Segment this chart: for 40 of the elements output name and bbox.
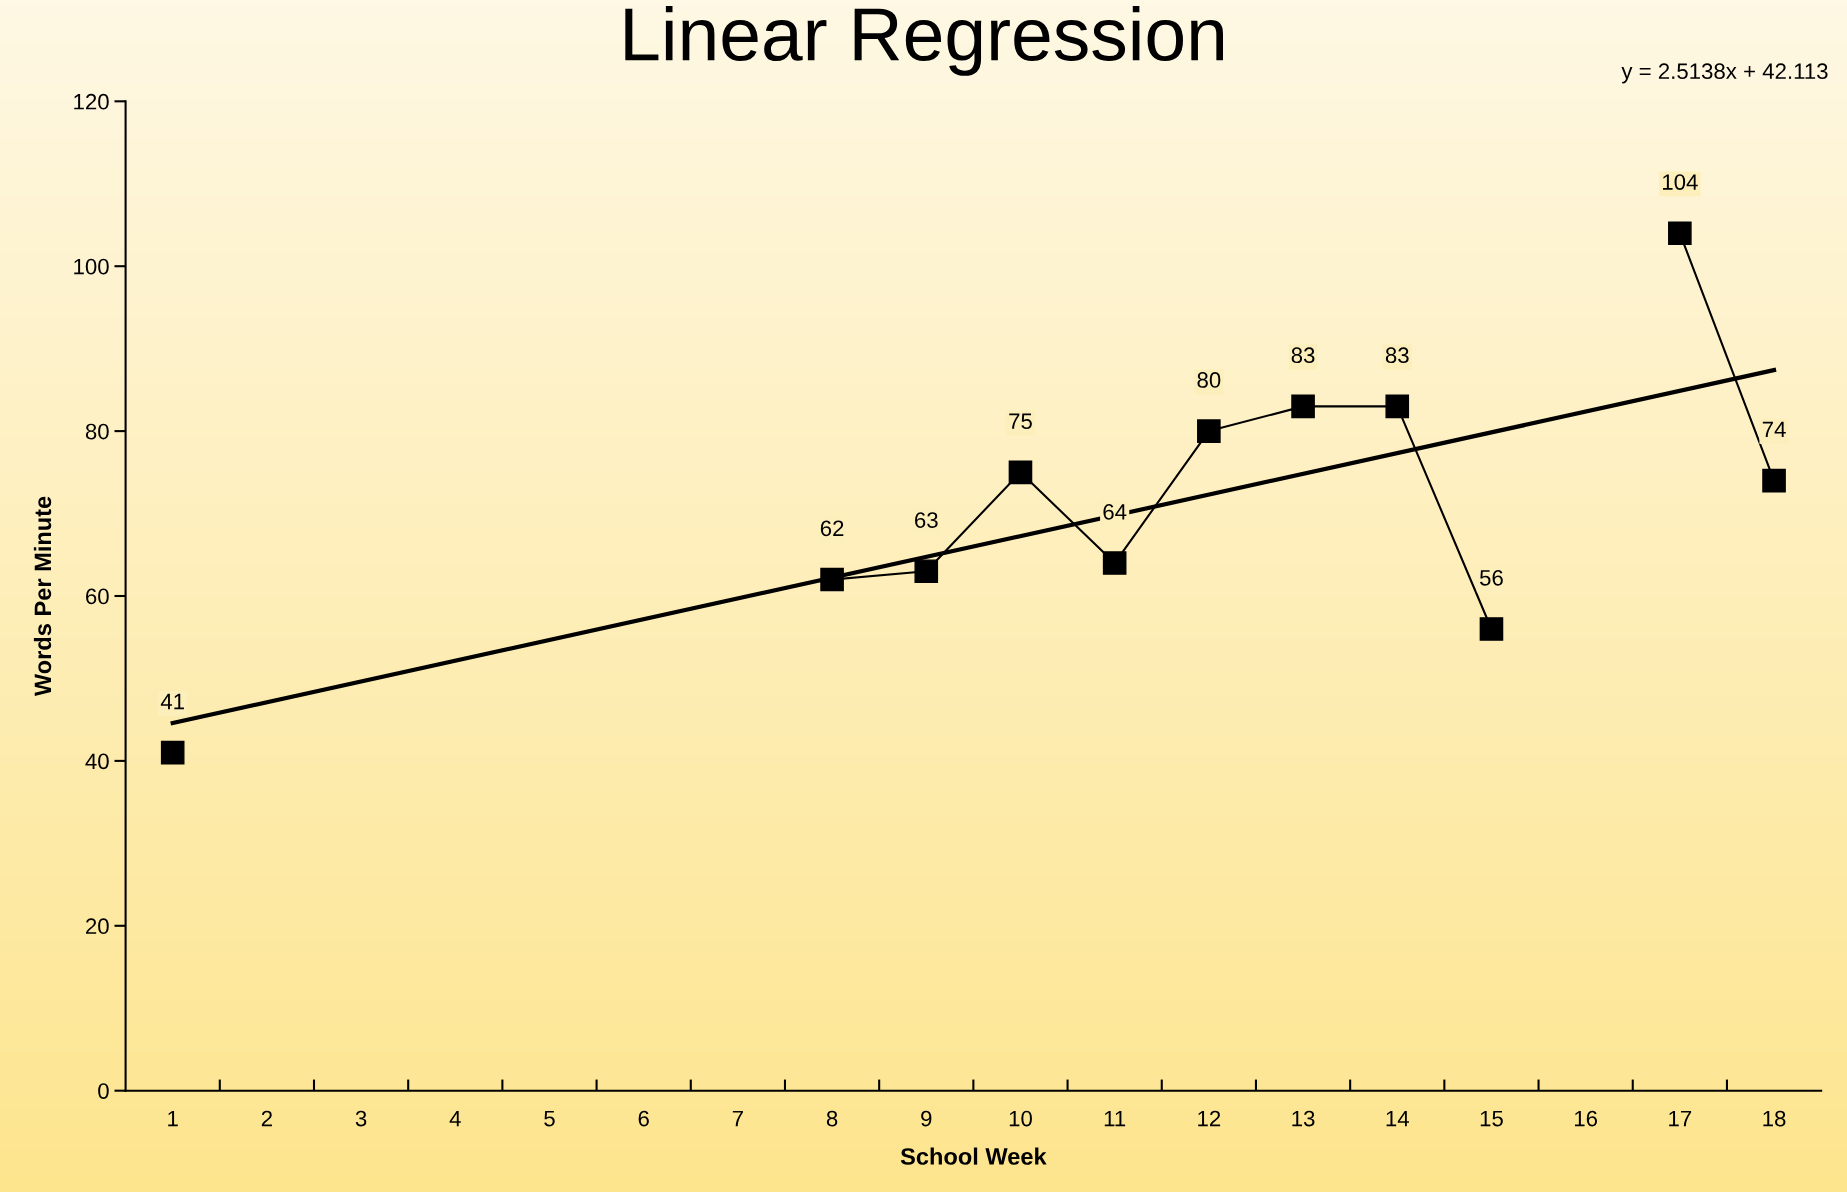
x-tick-label: 7: [732, 1110, 743, 1127]
x-tick-label: 2: [261, 1110, 272, 1127]
y-axis-title: Words Per Minute: [33, 496, 52, 697]
data-label: 83: [1385, 347, 1409, 364]
data-label: 104: [1663, 174, 1698, 190]
data-label: 75: [1009, 413, 1032, 430]
chart-title: Linear Regression: [625, 5, 1223, 76]
data-label: 80: [1197, 372, 1221, 388]
x-tick-label: 3: [355, 1110, 367, 1127]
x-tick-label: 10: [1009, 1110, 1032, 1127]
y-tick-label: 60: [86, 588, 109, 605]
x-tick-label: 14: [1386, 1110, 1409, 1127]
x-tick-label: 9: [921, 1110, 932, 1127]
y-tick-label: 0: [98, 1083, 109, 1099]
data-label: 64: [1103, 504, 1127, 520]
data-label: 83: [1291, 347, 1315, 364]
x-tick-label: 12: [1198, 1110, 1221, 1127]
y-tick-label: 100: [74, 258, 109, 275]
x-tick-label: 11: [1104, 1110, 1126, 1127]
x-tick-label: 15: [1480, 1110, 1503, 1127]
data-label: 63: [915, 512, 938, 528]
x-tick-label: 6: [638, 1110, 649, 1127]
x-tick-label: 4: [449, 1110, 461, 1127]
x-tick-label: 16: [1574, 1110, 1598, 1127]
x-tick-label: 5: [544, 1110, 555, 1127]
text: y = 2.5138x + 42.113: [1621, 63, 1828, 84]
y-tick-label: 20: [86, 918, 109, 935]
x-tick-label: 18: [1763, 1110, 1786, 1127]
data-label: 62: [820, 520, 844, 537]
data-label: 74: [1762, 421, 1786, 438]
x-tick-label: 8: [826, 1110, 838, 1127]
x-tick-label: 13: [1292, 1110, 1315, 1127]
data-label: 56: [1479, 569, 1503, 586]
y-tick-label: 80: [85, 423, 109, 440]
x-tick-label: 1: [168, 1110, 178, 1127]
y-tick-label: 40: [85, 753, 109, 770]
x-axis-title: School Week: [900, 1147, 1047, 1165]
y-tick-label: 120: [74, 93, 109, 110]
x-tick-label: 17: [1669, 1110, 1692, 1127]
data-label: 41: [160, 693, 184, 710]
